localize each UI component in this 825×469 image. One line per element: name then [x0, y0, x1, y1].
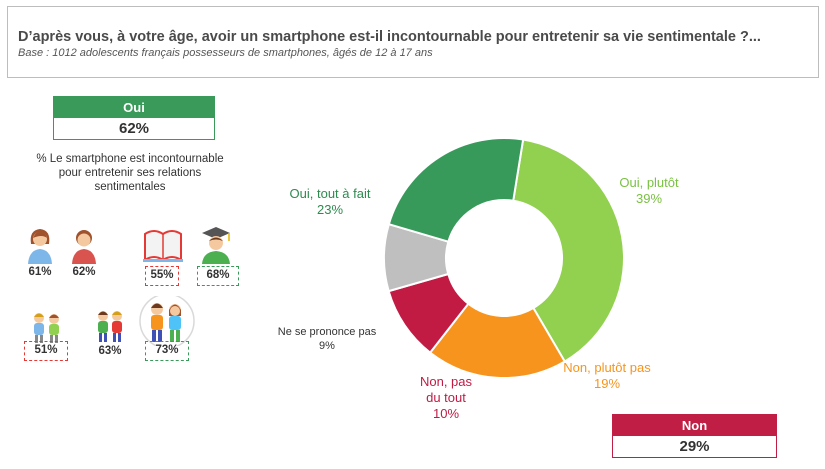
chart-base-note: Base : 1012 adolescents français possess…: [18, 47, 433, 59]
oui-total-label: Oui: [54, 97, 214, 118]
segments-caption: % Le smartphone est incontournable pour …: [36, 153, 224, 193]
label-nsp: Ne se prononce pas 9%: [262, 325, 392, 353]
college-percent: 55%: [145, 266, 179, 286]
non-total-label: Non: [613, 415, 776, 436]
non-total-box: Non 29%: [612, 414, 777, 458]
label-non-pas-du-tout: Non, pas du tout 10%: [396, 374, 496, 422]
slice-non-plut-t-pas: [428, 302, 567, 379]
label-oui-plutot-value: 39%: [635, 191, 663, 206]
lycee-percent: 68%: [197, 266, 239, 286]
label-oui-plutot: Oui, plutôt 39%: [604, 175, 694, 207]
label-non-pas-du-tout-value: 10%: [432, 406, 460, 421]
age-12-13-percent: 51%: [24, 341, 68, 361]
girl-percent: 61%: [28, 266, 52, 278]
label-oui-plutot-text: Oui, plutôt: [619, 175, 679, 190]
non-total-value: 29%: [613, 436, 776, 457]
label-non-pas-du-tout-text: Non, pas du tout: [419, 374, 473, 405]
oui-total-box: Oui 62%: [53, 96, 215, 140]
label-oui-tout-a-fait: Oui, tout à fait 23%: [270, 186, 390, 218]
age-14-15-percent: 63%: [98, 345, 122, 357]
label-nsp-value: 9%: [319, 340, 335, 352]
kids-14-15-icon: [98, 311, 122, 342]
slice-oui-plut-t: [512, 138, 625, 363]
boy-percent: 62%: [72, 266, 96, 278]
teens-16-17-icon: [139, 296, 195, 346]
label-non-plutot-pas: Non, plutôt pas 19%: [552, 360, 662, 392]
label-non-plutot-pas-value: 19%: [593, 376, 621, 391]
boy-icon: [72, 230, 96, 264]
label-oui-tout-a-fait-value: 23%: [316, 202, 344, 217]
header-box: D’après vous, à votre âge, avoir un smar…: [7, 6, 819, 78]
slice-oui-tout-fait: [387, 137, 525, 243]
oui-total-value: 62%: [54, 118, 214, 139]
chart-title: D’après vous, à votre âge, avoir un smar…: [18, 29, 761, 45]
kids-12-13-icon: [34, 313, 59, 343]
label-non-plutot-pas-text: Non, plutôt pas: [563, 360, 651, 375]
girl-icon: [28, 229, 52, 264]
label-oui-tout-a-fait-text: Oui, tout à fait: [289, 186, 371, 201]
label-nsp-text: Ne se prononce pas: [277, 326, 377, 338]
graduate-icon: [202, 227, 230, 264]
age-16-17-percent: 73%: [145, 341, 189, 361]
open-book-icon: [143, 230, 183, 262]
